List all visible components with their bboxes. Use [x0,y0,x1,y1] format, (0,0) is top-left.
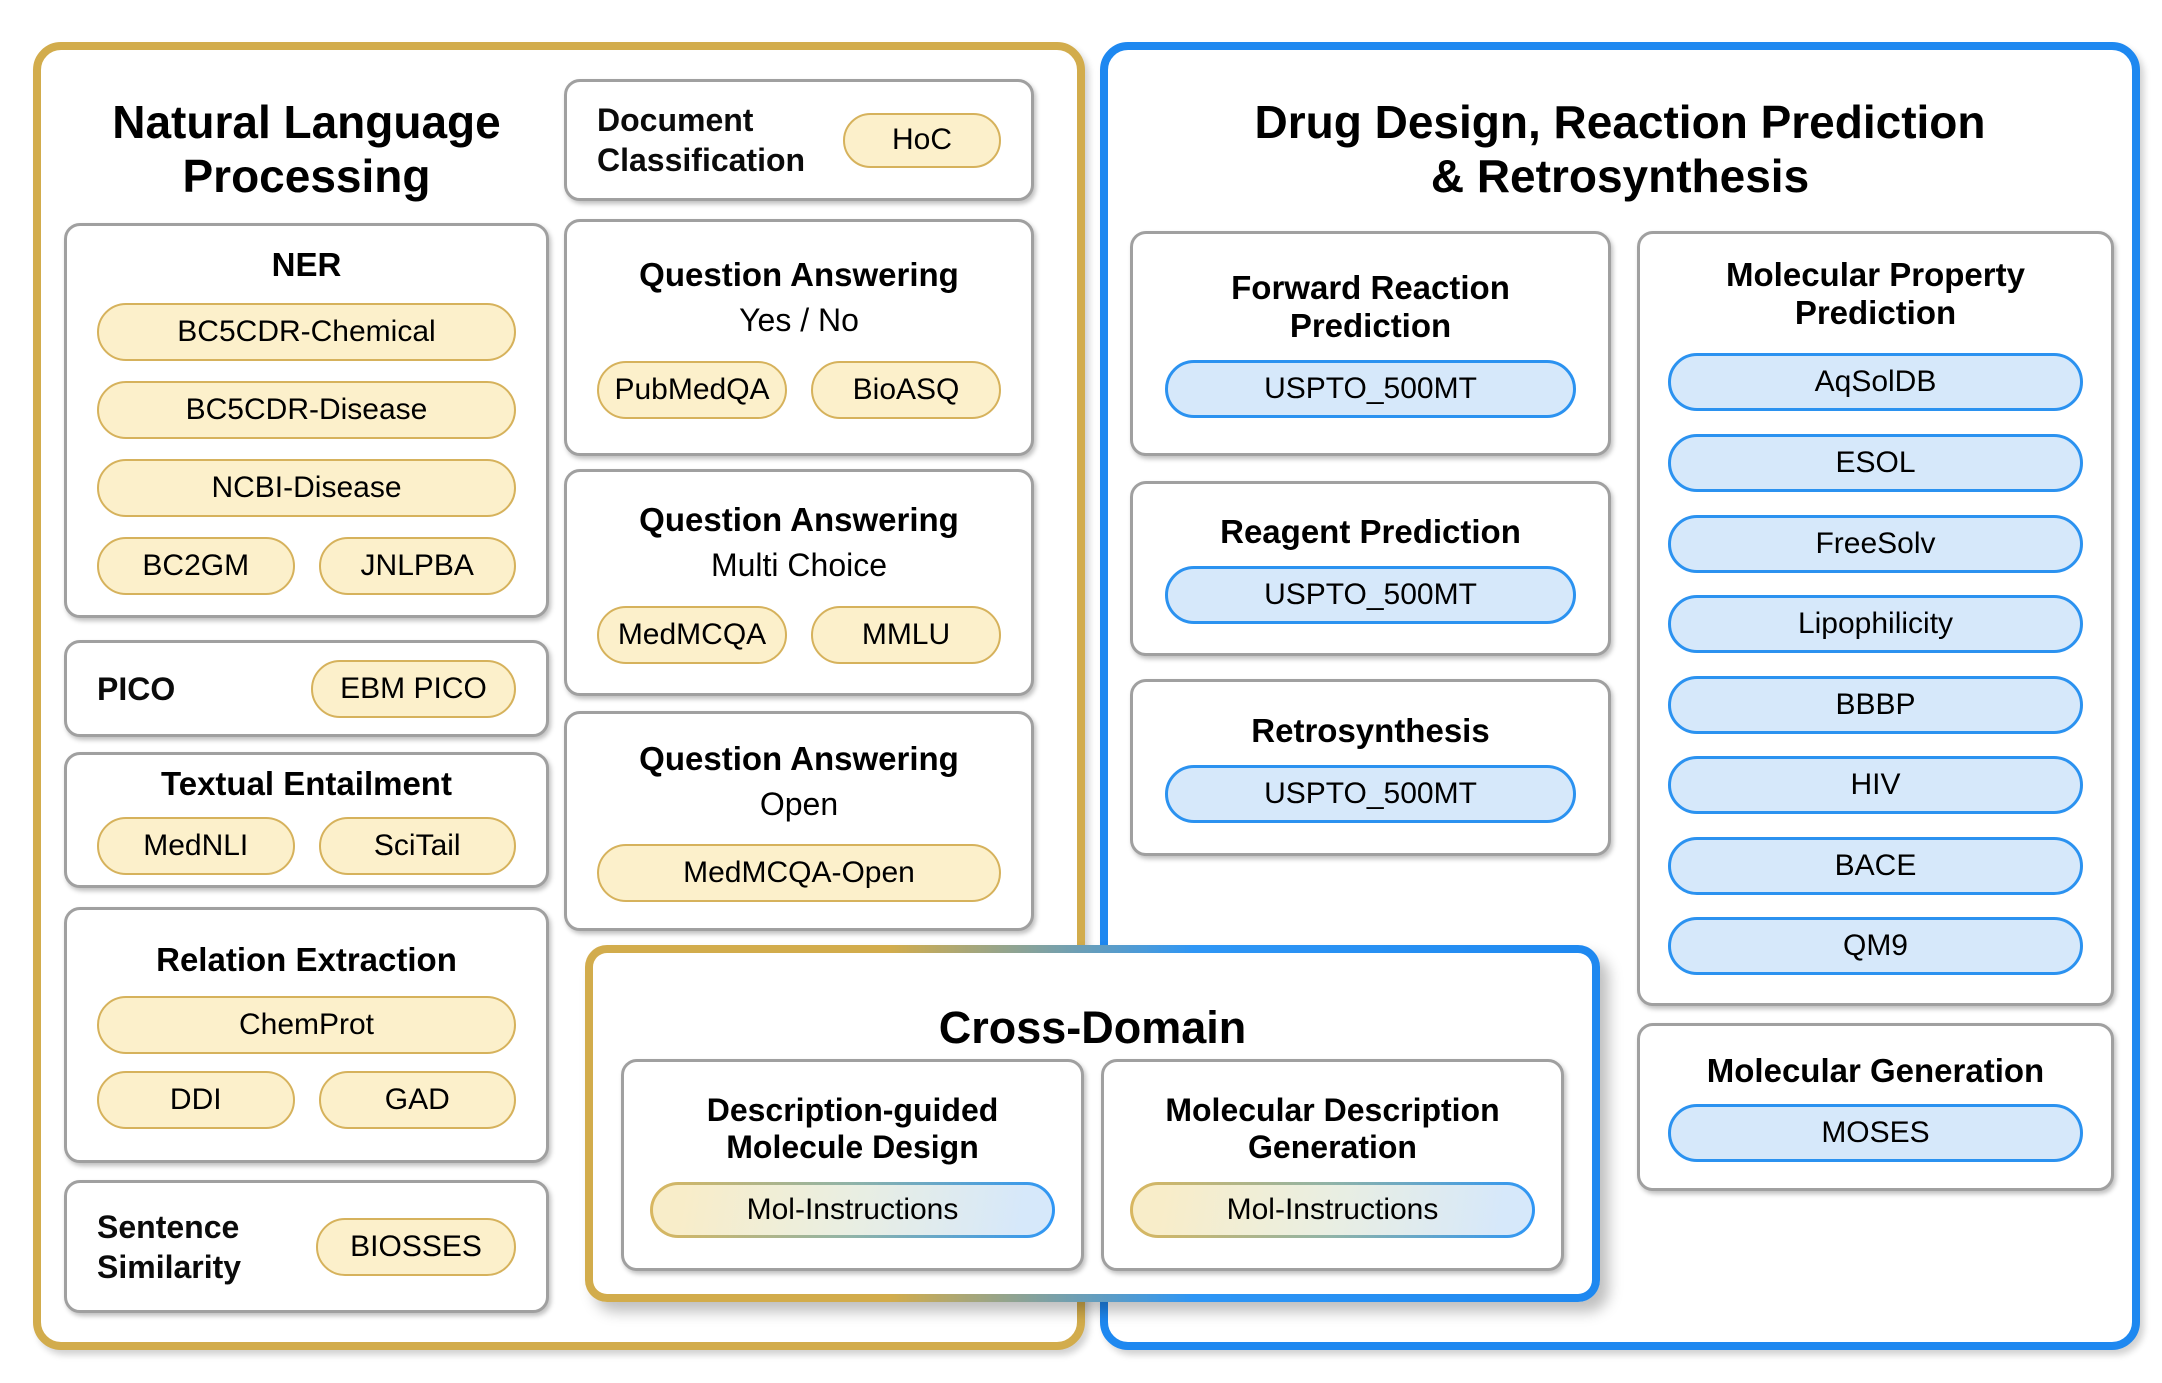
qa-yes-no-pill-row: PubMedQA BioASQ [597,360,1001,419]
textual-entailment-title: Textual Entailment [161,765,452,803]
nlp-panel: Natural Language Processing NER BC5CDR-C… [33,42,1085,1350]
pill-esol: ESOL [1668,434,2083,492]
drug-design-panel-title: Drug Design, Reaction Prediction & Retro… [1108,95,2132,204]
pill-medmcqa: MedMCQA [597,605,787,664]
pill-mol-instructions-design: Mol-Instructions [650,1182,1055,1238]
cross-domain-panel: Cross-Domain Description-guided Molecule… [585,945,1600,1302]
relation-extraction-title: Relation Extraction [156,941,457,979]
pill-bace: BACE [1668,836,2083,895]
forward-reaction-prediction-title: Forward Reaction Prediction [1231,268,1510,344]
drug-title-line2: & Retrosynthesis [1430,150,1810,203]
qa-multi-choice-box: Question Answering Multi Choice MedMCQA … [564,469,1034,696]
reagent-prediction-title: Reagent Prediction [1220,512,1521,550]
pill-bc5cdr-disease: BC5CDR-Disease [97,381,516,440]
pill-gad: GAD [318,1070,516,1129]
pill-lipophilicity: Lipophilicity [1668,595,2083,654]
qa-multi-choice-title: Question Answering [639,501,959,539]
pill-uspto-500mt-reagent: USPTO_500MT [1165,566,1576,625]
relation-extraction-pill-row: DDI GAD [97,1070,516,1129]
cross-domain-row: Description-guided Molecule Design Mol-I… [621,1059,1564,1271]
ner-pill-row: BC2GM JNLPBA [97,537,516,596]
retrosynthesis-title: Retrosynthesis [1251,711,1490,749]
description-generation-title: Molecular Description Generation [1165,1092,1500,1165]
nlp-left-column: NER BC5CDR-Chemical BC5CDR-Disease NCBI-… [64,223,549,1313]
pill-aqsoldb: AqSolDB [1668,353,2083,412]
pill-scitail: SciTail [318,816,516,875]
qa-yes-no-box: Question Answering Yes / No PubMedQA Bio… [564,219,1034,456]
pill-qm9: QM9 [1668,917,2083,976]
drug-design-panel: Drug Design, Reaction Prediction & Retro… [1100,42,2140,1350]
qa-multi-choice-subtitle: Multi Choice [710,547,888,584]
document-classification-title: Document Classification [597,102,806,178]
pill-ncbi-disease: NCBI-Disease [97,459,516,518]
ner-title: NER [271,245,342,283]
pill-hoc: HoC [843,112,1001,168]
textual-entailment-pill-row: MedNLI SciTail [97,816,516,875]
pill-mmlu: MMLU [811,605,1001,664]
textual-entailment-box: Textual Entailment MedNLI SciTail [64,752,549,888]
pill-bbbp: BBBP [1668,675,2083,734]
molecular-property-prediction-box: Molecular Property Prediction AqSolDB ES… [1637,231,2114,1006]
pill-jnlpba: JNLPBA [318,537,516,596]
relation-extraction-box: Relation Extraction ChemProt DDI GAD [64,907,549,1163]
qa-open-subtitle: Open [759,785,839,822]
ner-box: NER BC5CDR-Chemical BC5CDR-Disease NCBI-… [64,223,549,618]
pill-hiv: HIV [1668,756,2083,815]
pill-biosses: BIOSSES [316,1217,516,1276]
pill-moses: MOSES [1668,1103,2083,1162]
qa-yes-no-title: Question Answering [639,256,959,294]
pill-bioasq: BioASQ [811,360,1001,419]
pico-box: PICO EBM PICO [64,640,549,737]
pill-medmcqa-open: MedMCQA-Open [597,844,1001,903]
pill-mol-instructions-generation: Mol-Instructions [1130,1182,1535,1238]
pill-bc2gm: BC2GM [97,537,295,596]
pill-freesolv: FreeSolv [1668,514,2083,573]
forward-reaction-prediction-box: Forward Reaction Prediction USPTO_500MT [1130,231,1611,456]
reagent-prediction-box: Reagent Prediction USPTO_500MT [1130,481,1611,656]
molecular-property-prediction-title: Molecular Property Prediction [1726,256,2025,331]
molecular-generation-title: Molecular Generation [1706,1052,2045,1090]
molecular-generation-box: Molecular Generation MOSES [1637,1023,2114,1191]
pill-ddi: DDI [97,1070,295,1129]
drug-title-line1: Drug Design, Reaction Prediction [1254,95,1986,148]
pill-uspto-500mt-retro: USPTO_500MT [1165,765,1576,824]
drug-left-column: Forward Reaction Prediction USPTO_500MT … [1130,231,1611,856]
retrosynthesis-box: Retrosynthesis USPTO_500MT [1130,679,1611,856]
sentence-similarity-box: Sentence Similarity BIOSSES [64,1180,549,1313]
qa-open-title: Question Answering [639,739,959,777]
molecule-design-title: Description-guided Molecule Design [706,1092,999,1165]
nlp-panel-title: Natural Language Processing [112,95,501,203]
document-classification-box: Document Classification HoC [564,79,1034,201]
molecular-property-pills: AqSolDB ESOL FreeSolv Lipophilicity BBBP… [1668,348,2083,981]
pill-uspto-500mt-forward: USPTO_500MT [1165,360,1576,419]
qa-open-box: Question Answering Open MedMCQA-Open [564,711,1034,931]
pill-ebm-pico: EBM PICO [311,659,516,718]
drug-right-column: Molecular Property Prediction AqSolDB ES… [1637,231,2114,1191]
cross-domain-title: Cross-Domain [938,1002,1247,1054]
qa-yes-no-subtitle: Yes / No [739,302,859,339]
pill-mednli: MedNLI [97,816,295,875]
nlp-right-column: Document Classification HoC Question Ans… [564,79,1034,931]
pill-pubmedqa: PubMedQA [597,360,787,419]
molecule-design-box: Description-guided Molecule Design Mol-I… [621,1059,1084,1271]
sentence-similarity-title: Sentence Similarity [97,1208,242,1285]
description-generation-box: Molecular Description Generation Mol-Ins… [1101,1059,1564,1271]
pill-chemprot: ChemProt [97,995,516,1054]
pill-bc5cdr-chemical: BC5CDR-Chemical [97,303,516,362]
qa-multi-choice-pill-row: MedMCQA MMLU [597,605,1001,664]
pico-title: PICO [97,670,176,707]
